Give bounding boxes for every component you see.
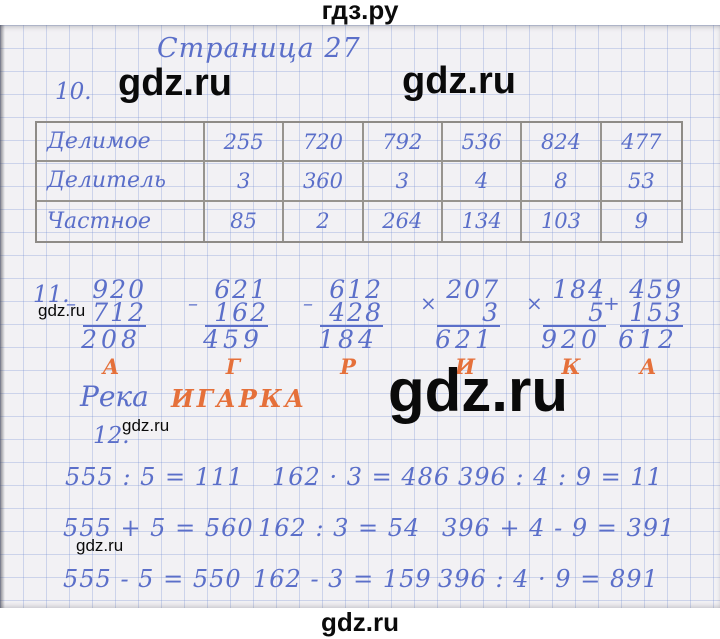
equation: 396 + 4 - 9 = 391	[442, 514, 676, 542]
site-header-logo: гдз.ру	[321, 0, 399, 25]
table-cell: 4	[443, 162, 523, 202]
operand-top: 621	[214, 275, 268, 304]
operand-top: 459	[629, 275, 683, 304]
operation-sign: –	[188, 291, 198, 315]
table-cell: 9	[634, 209, 649, 234]
table-cell: 255	[205, 123, 285, 163]
table-cell: 264	[364, 201, 443, 241]
equation: 396 : 4 : 9 = 11	[458, 463, 663, 491]
task10-number: 10.	[55, 79, 92, 105]
watermark: gdz.ru	[402, 60, 516, 102]
watermark: gdz.ru	[122, 416, 170, 435]
answer-word: ИГАРКА	[171, 384, 308, 413]
table-cell: 2	[284, 201, 364, 241]
operand-top: 920	[92, 275, 146, 304]
table-cell: 85	[205, 201, 285, 241]
problem-result: 459	[203, 325, 263, 354]
answer-letter: А	[102, 354, 120, 379]
answer-letter: К	[561, 354, 581, 379]
answer-label: Река	[80, 380, 149, 413]
table-row-label: Делитель	[37, 162, 205, 202]
operand-bottom: 712	[92, 298, 146, 327]
table-cell: 536	[443, 123, 523, 163]
site-footer-logo: gdz.ru	[321, 607, 399, 637]
table-row-label: Частное	[37, 201, 205, 241]
table-cell: 792	[363, 123, 443, 163]
equation: 396 : 4 · 9 = 891	[438, 565, 659, 593]
table-row-label: Делимое	[37, 123, 205, 163]
problem-result: 208	[81, 325, 141, 354]
page-edge-shadow	[0, 25, 5, 608]
operation-sign: –	[303, 291, 313, 315]
equation: 162 : 3 = 54	[258, 514, 421, 542]
watermark: gdz.ru	[38, 301, 86, 320]
table-cell: 720	[284, 123, 364, 163]
notebook-scan: Страница 27 10. gdz.ru gdz.ru Делимое 25…	[0, 25, 720, 608]
table-cell: 477	[601, 123, 681, 163]
table-cell: 3	[205, 162, 285, 202]
equation: 555 : 5 = 111	[65, 463, 244, 491]
watermark: gdz.ru	[118, 62, 232, 104]
answer-letter: А	[639, 354, 657, 379]
operation-sign: ×	[526, 291, 543, 315]
column-problem: × 207 3 621 И	[420, 275, 500, 379]
problem-result: 621	[435, 325, 495, 354]
page-title: Страница 27	[157, 33, 361, 64]
table-cell: 134	[443, 201, 523, 241]
problem-result: 612	[618, 325, 678, 354]
operation-sign: +	[603, 291, 620, 315]
column-problem: + 459 153 612 А	[603, 275, 683, 379]
problem-result: 920	[541, 325, 601, 354]
operand-bottom: 3	[482, 298, 500, 327]
table-cell: 3	[363, 162, 443, 202]
column-problem: – 920 712 208 А	[66, 275, 146, 379]
watermark: gdz.ru	[76, 536, 124, 555]
equation: 555 - 5 = 550	[63, 565, 242, 593]
operation-sign: ×	[420, 291, 437, 315]
table-cell: 53	[601, 162, 681, 202]
column-problem: – 612 428 184 Р	[303, 275, 383, 379]
operand-top: 184	[552, 275, 606, 304]
problem-result: 184	[318, 325, 378, 354]
operand-bottom: 162	[214, 298, 268, 327]
equation: 162 - 3 = 159	[253, 565, 432, 593]
answer-letter: И	[455, 354, 475, 379]
answer-letter: Г	[225, 354, 241, 379]
operand-top: 207	[446, 275, 500, 304]
operation-sign: –	[66, 291, 76, 315]
task12-number: 12.	[93, 423, 130, 449]
table-cell: 8	[522, 162, 602, 202]
table-cell: 360	[284, 162, 364, 202]
operand-bottom: 5	[588, 298, 606, 327]
answer-letter: Р	[340, 354, 356, 379]
column-problem: × 184 5 920 К	[526, 275, 606, 379]
equation: 555 + 5 = 560	[63, 514, 254, 542]
operand-bottom: 153	[629, 298, 683, 327]
task10-table: Делимое 255 720 792 536 824 477 Делитель…	[35, 121, 683, 243]
equation: 162 · 3 = 486	[272, 463, 451, 491]
table-cell: 103	[522, 201, 602, 241]
operand-top: 612	[329, 275, 383, 304]
table-cell: 824	[522, 123, 602, 163]
watermark: gdz.ru	[388, 357, 568, 424]
column-problem: – 621 162 459 Г	[188, 275, 268, 379]
task11-number: 11.	[33, 282, 70, 308]
operand-bottom: 428	[329, 298, 383, 327]
